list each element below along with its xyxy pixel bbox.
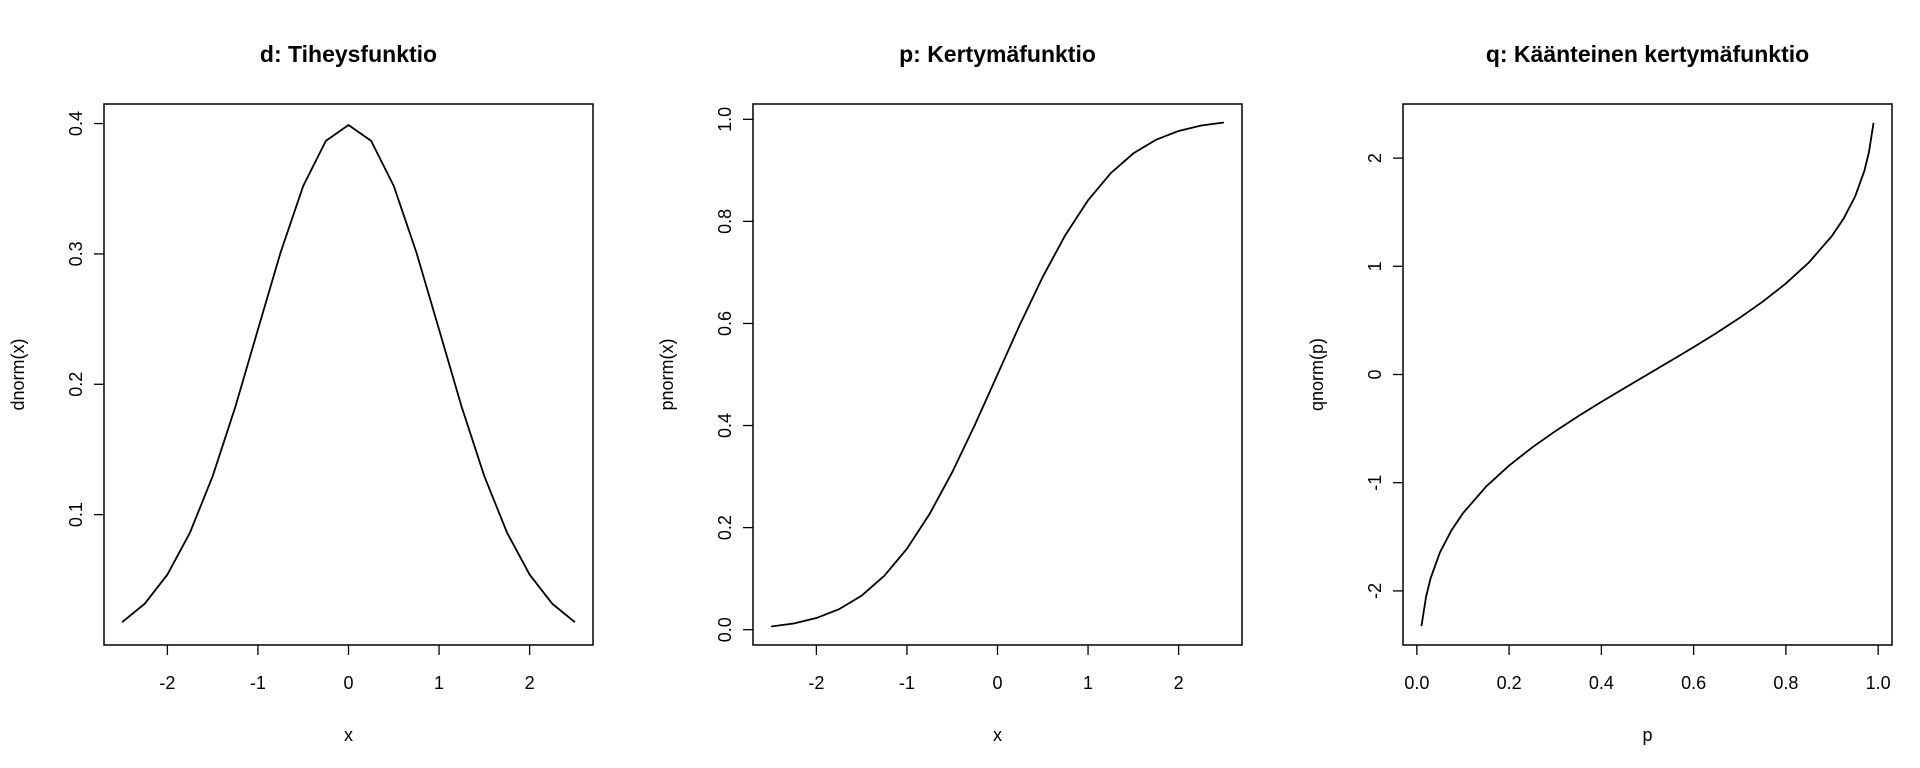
cdf-curve [770,121,1225,628]
quantile-curve [1420,122,1875,627]
y-tick-label: 0.2 [66,372,86,397]
y-tick-label: -2 [1365,583,1385,599]
x-tick-label: 0 [343,673,353,693]
y-tick-label: 0.3 [66,241,86,266]
y-tick-label: 0.0 [715,617,735,642]
x-axis-label: p [1642,725,1652,745]
y-tick-label: 0.6 [715,311,735,336]
y-tick-label: 0.8 [715,209,735,234]
x-axis: -2 -1 0 1 2 [159,645,535,693]
x-tick-label: 0.0 [1404,673,1429,693]
x-tick-label: -2 [159,673,175,693]
x-tick-label: 1.0 [1866,673,1891,693]
x-tick-label: 1 [434,673,444,693]
panel-title: d: Tiheysfunktio [260,41,437,67]
x-tick-label: 2 [525,673,535,693]
x-tick-label: 1 [1083,673,1093,693]
x-tick-label: 0.6 [1681,673,1706,693]
cdf-panel: p: Kertymäfunktio -2 -1 0 1 2 0.00.20.40.60.… [657,41,1243,745]
plot-frame [103,103,594,646]
y-axis-label: pnorm(x) [657,338,677,410]
y-axis: 0.1 0.2 0.3 0.4 [66,111,104,527]
y-tick-label: 0.2 [715,515,735,540]
y-tick-label: 0 [1365,369,1385,379]
x-tick-label: -1 [899,673,915,693]
y-tick-label: 2 [1365,153,1385,163]
x-axis-label: x [344,725,353,745]
x-tick-label: -1 [250,673,266,693]
y-tick-label: 0.1 [66,502,86,527]
x-tick-label: 2 [1174,673,1184,693]
panel-title: p: Kertymäfunktio [899,41,1096,67]
y-axis-label: dnorm(x) [8,338,28,410]
x-tick-label: 0.8 [1773,673,1798,693]
y-tick-label: -1 [1365,475,1385,491]
x-tick-label: 0.2 [1497,673,1522,693]
x-tick-label: 0.4 [1589,673,1614,693]
x-tick-label: -2 [808,673,824,693]
panel-title: q: Käänteinen kertymäfunktio [1486,41,1809,67]
density-panel: d: Tiheysfunktio -2 -1 0 1 2 0.10.20.30.4 x … [8,41,594,745]
y-axis: -2 -1 0 1 2 [1365,153,1403,599]
y-axis: 0.0 0.2 0.4 0.6 0.8 1.0 [715,107,753,642]
quantile-panel: q: Käänteinen kertymäfunktio 0.0 0.2 0.4 0.… [1307,41,1893,745]
density-curve [121,123,576,623]
x-axis-label: x [993,725,1002,745]
y-axis-label: qnorm(p) [1307,338,1327,411]
y-tick-label: 1.0 [715,107,735,132]
y-tick-label: 1 [1365,261,1385,271]
x-tick-label: 0 [992,673,1002,693]
y-tick-label: 0.4 [66,111,86,136]
y-tick-label: 0.4 [715,413,735,438]
x-axis: 0.0 0.2 0.4 0.6 0.8 1.0 [1404,645,1891,693]
x-axis: -2 -1 0 1 2 [808,645,1184,693]
